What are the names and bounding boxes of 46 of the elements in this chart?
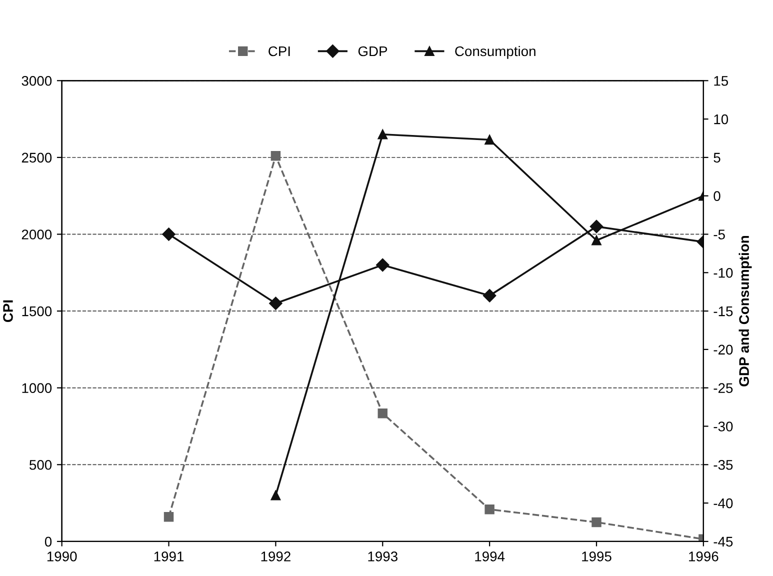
point — [378, 130, 388, 140]
y2-tick-label: 0 — [714, 191, 720, 202]
y-tick-label: 1000 — [22, 383, 52, 394]
point — [484, 134, 494, 145]
point — [162, 228, 176, 241]
y-axis-title: CPI — [3, 300, 13, 322]
y2-tick-label: -25 — [714, 383, 733, 394]
y2-axis-title: GDP and Consumption — [738, 236, 752, 386]
point — [592, 236, 602, 246]
x-tick-label: 1996 — [689, 552, 718, 562]
x-tick-label: 1990 — [47, 552, 77, 562]
y-tick-label: 2500 — [22, 152, 52, 163]
y2-tick-label: -35 — [714, 460, 733, 470]
point — [378, 408, 388, 418]
x-tick-label: 1992 — [261, 552, 290, 562]
y-tick-label: 500 — [30, 460, 52, 470]
y2-tick-label: 10 — [714, 114, 728, 124]
x-tick-label: 1993 — [368, 552, 398, 562]
y2-tick-label: 5 — [714, 152, 720, 163]
y-tick-label: 0 — [44, 536, 52, 547]
legend-label: CPI — [268, 46, 290, 56]
point — [482, 289, 496, 302]
y2-tick-label: -45 — [714, 536, 733, 547]
y2-tick-label: 15 — [714, 76, 728, 86]
y2-tick-label: -5 — [714, 230, 725, 240]
point — [376, 258, 390, 272]
point — [484, 504, 494, 514]
y2-tick-label: -10 — [714, 268, 733, 278]
y2-tick-label: -30 — [714, 422, 733, 432]
x-tick-label: 1994 — [475, 552, 505, 562]
y-tick-label: 2000 — [22, 230, 52, 240]
x-tick-label: 1991 — [154, 552, 184, 562]
y-tick-label: 1500 — [22, 306, 52, 316]
y-tick-label: 3000 — [22, 76, 52, 86]
point — [270, 151, 281, 161]
y2-tick-label: -15 — [714, 306, 733, 316]
y2-tick-label: -40 — [714, 498, 733, 508]
legend-label: Consumption — [455, 46, 536, 59]
x-tick-label: 1995 — [582, 552, 612, 562]
point — [164, 512, 174, 522]
point — [270, 490, 281, 500]
point — [592, 517, 602, 528]
point — [269, 296, 282, 310]
legend-label: GDP — [358, 46, 388, 56]
y2-tick-label: -20 — [714, 344, 733, 355]
point — [590, 220, 604, 234]
